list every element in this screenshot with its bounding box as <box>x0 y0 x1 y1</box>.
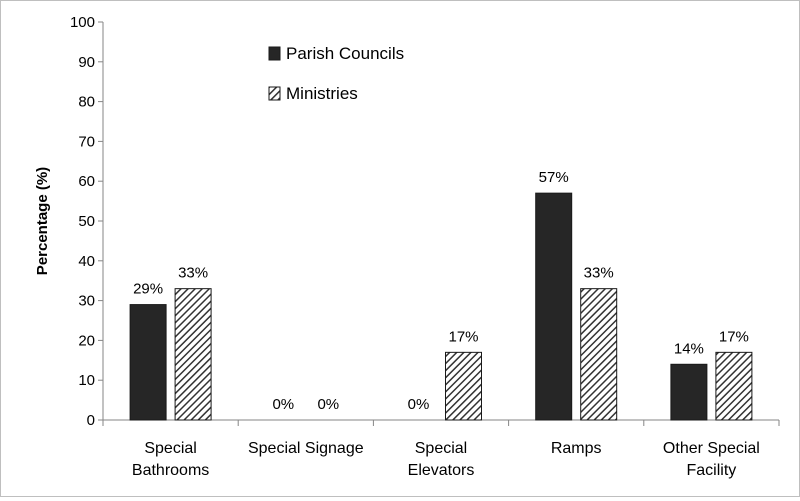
y-tick-label: 50 <box>78 213 95 230</box>
x-category-label: Ramps <box>551 440 602 457</box>
bar <box>445 351 482 421</box>
bars <box>129 192 753 421</box>
data-label: 33% <box>178 265 208 282</box>
x-category-label: Special Elevators <box>408 440 475 479</box>
data-labels: 29% 33% 0% 0% 0% 17% 57% 33% 14% 17% <box>133 169 749 413</box>
y-tick-label: 90 <box>78 54 95 71</box>
data-label: 0% <box>408 396 430 413</box>
data-label: 0% <box>272 396 294 413</box>
y-tick-label: 60 <box>78 173 95 190</box>
bar <box>580 288 618 421</box>
x-category-label: Other Special Facility <box>663 440 760 479</box>
legend-swatch-ministries <box>268 86 281 101</box>
data-label: 17% <box>448 328 478 345</box>
y-axis-title: Percentage (%) <box>34 167 51 275</box>
y-tick-label: 20 <box>78 332 95 349</box>
bar <box>535 192 573 421</box>
data-label: 33% <box>584 265 614 282</box>
legend: Parish Councils Ministries <box>268 44 404 103</box>
y-tick-label: 30 <box>78 293 95 310</box>
y-tick-label: 10 <box>78 372 95 389</box>
x-category-label: Special Bathrooms <box>132 440 209 479</box>
bar <box>174 288 212 421</box>
data-label: 29% <box>133 281 163 298</box>
axes: 0 10 20 30 40 50 60 70 80 90 100 Special Bathrooms Sp… <box>70 14 780 479</box>
bar <box>129 304 167 421</box>
legend-swatch-parish-councils <box>268 46 281 61</box>
y-tick-label: 80 <box>78 94 95 111</box>
y-tick-label: 70 <box>78 133 95 150</box>
x-category-label: Special Signage <box>248 440 364 457</box>
data-label: 0% <box>317 396 339 413</box>
data-label: 57% <box>539 169 569 186</box>
bar <box>715 351 753 421</box>
legend-label: Ministries <box>286 84 358 103</box>
data-label: 14% <box>674 340 704 357</box>
y-tick-label: 0 <box>87 412 95 429</box>
y-tick-label: 40 <box>78 253 95 270</box>
legend-label: Parish Councils <box>286 44 404 63</box>
y-tick-label: 100 <box>70 14 95 31</box>
data-label: 17% <box>719 328 749 345</box>
bar <box>670 363 708 421</box>
